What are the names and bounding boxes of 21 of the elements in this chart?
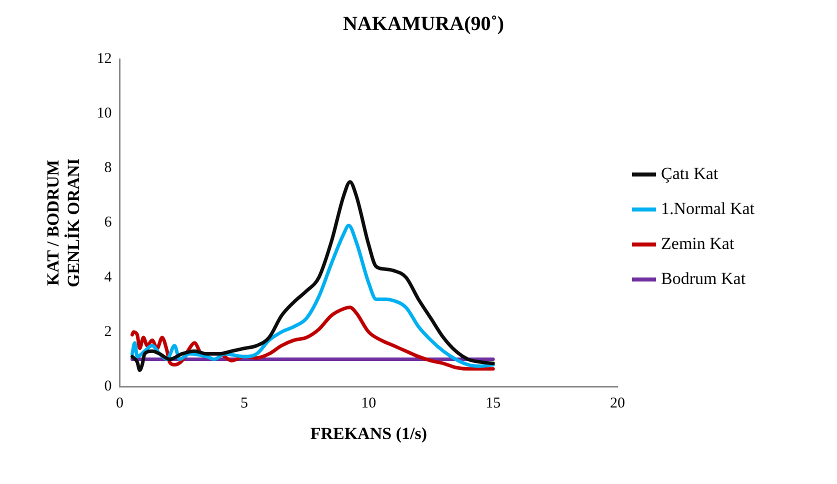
- legend-label: Bodrum Kat: [661, 268, 788, 288]
- legend-label: Çatı Kat: [661, 164, 761, 183]
- y-tick-label: 0: [104, 378, 112, 395]
- x-tick-label: 0: [116, 396, 124, 412]
- x-tick-label: 20: [610, 396, 626, 412]
- x-axis-title: FREKANS (1/s): [310, 424, 427, 444]
- legend-label: 1.Normal Kat: [661, 198, 798, 218]
- y-tick-label: 6: [104, 214, 112, 231]
- x-tick-label: 10: [361, 396, 376, 412]
- x-tick-label: 5: [240, 396, 248, 412]
- line-series: [130, 224, 495, 368]
- chart-title: NAKAMURA(90˚): [342, 13, 504, 36]
- y-tick-label: 10: [96, 106, 112, 122]
- y-axis-title: KAT / BODRUM GENLİK ORANI: [44, 158, 83, 288]
- y-tick-label: 2: [104, 324, 112, 340]
- y-tick-label: 4: [104, 269, 112, 286]
- line-series: [130, 180, 495, 372]
- y-tick-label: 8: [104, 160, 112, 176]
- x-tick-label: 15: [486, 396, 501, 412]
- legend-label: Zemin Kat: [661, 234, 777, 253]
- y-tick-label: 12: [96, 50, 112, 67]
